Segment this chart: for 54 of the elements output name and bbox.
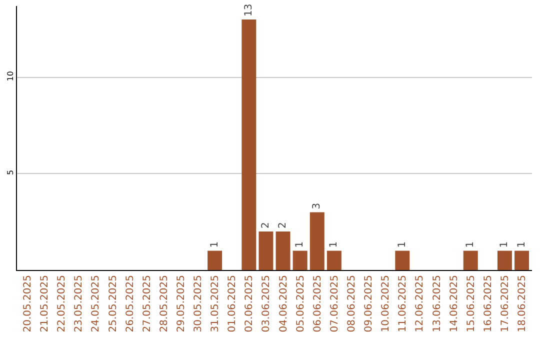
bar <box>276 231 290 270</box>
data-label: 1 <box>328 241 340 248</box>
bar <box>242 19 256 270</box>
x-tick-label: 30.05.2025 <box>193 275 204 332</box>
bar <box>497 250 512 270</box>
data-label: 1 <box>294 241 306 248</box>
x-tick-label: 28.05.2025 <box>158 275 170 332</box>
bar <box>514 250 530 270</box>
data-label: 1 <box>499 241 510 248</box>
x-tick-label: 29.05.2025 <box>176 275 187 332</box>
bar <box>326 250 342 270</box>
x-tick-label: 26.05.2025 <box>124 275 136 332</box>
data-label: 1 <box>516 241 528 248</box>
x-tick-label: 09.06.2025 <box>364 275 375 332</box>
x-tick-label: 18.06.2025 <box>517 275 528 332</box>
bar <box>395 250 410 270</box>
x-tick-label: 24.05.2025 <box>90 275 102 332</box>
x-tick-label: 08.06.2025 <box>346 275 358 332</box>
x-tick-label: 07.06.2025 <box>329 275 340 332</box>
x-tick-label: 11.06.2025 <box>398 275 409 332</box>
data-label: 1 <box>396 241 408 248</box>
x-tick-label: 12.06.2025 <box>414 275 426 332</box>
x-tick-label: 21.05.2025 <box>40 275 51 332</box>
x-tick-label: 20.05.2025 <box>22 275 34 332</box>
x-tick-label: 05.06.2025 <box>295 275 306 332</box>
bar <box>463 250 478 270</box>
x-tick-label: 31.05.2025 <box>210 275 222 332</box>
x-tick-label: 15.06.2025 <box>466 275 477 332</box>
x-tick-label: 04.06.2025 <box>278 275 290 332</box>
x-tick-label: 06.06.2025 <box>312 275 324 332</box>
x-tick-label: 17.06.2025 <box>500 275 511 332</box>
y-tick-label: 10 <box>6 71 15 82</box>
x-tick-label: 27.05.2025 <box>142 275 153 332</box>
bar <box>208 250 222 270</box>
x-tick-label: 14.06.2025 <box>448 275 460 332</box>
x-tick-label: 03.06.2025 <box>261 275 272 332</box>
data-label: 2 <box>278 222 289 228</box>
y-tick-label: 5 <box>6 170 15 175</box>
bar <box>292 250 308 270</box>
bar <box>310 212 324 270</box>
x-tick-label: 22.05.2025 <box>56 275 68 332</box>
x-tick-label: 13.06.2025 <box>432 275 443 332</box>
x-tick-label: 16.06.2025 <box>482 275 494 332</box>
data-label: 1 <box>209 241 220 248</box>
x-tick-label: 01.06.2025 <box>227 275 238 332</box>
data-label: 13 <box>243 4 254 16</box>
x-tick-label: 02.06.2025 <box>244 275 256 332</box>
data-label: 1 <box>465 241 476 248</box>
x-tick-label: 23.05.2025 <box>74 275 85 332</box>
data-label: 2 <box>260 222 272 228</box>
bar <box>258 231 274 270</box>
x-tick-label: 10.06.2025 <box>380 275 392 332</box>
x-tick-label: 25.05.2025 <box>108 275 119 332</box>
data-label: 3 <box>312 202 323 210</box>
